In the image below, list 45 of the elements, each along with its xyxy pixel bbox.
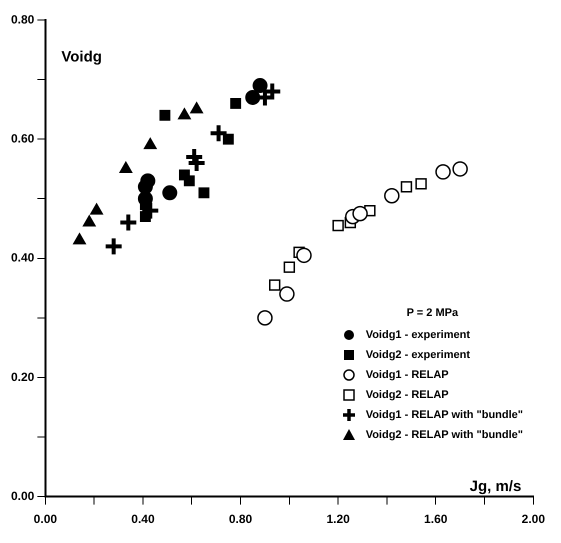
legend-label: Voidg1 - RELAP with "bundle" (366, 409, 523, 421)
y-tick-label: 0.60 (10, 131, 35, 146)
y-tick-label: 0.40 (10, 250, 35, 265)
legend-label: Voidg2 - RELAP with "bundle" (366, 429, 523, 441)
point (452, 161, 468, 177)
point (140, 200, 160, 221)
x-tick-label: 0.40 (131, 512, 155, 526)
x-tick-label: 2.00 (522, 512, 546, 526)
x-tick-label: 0.80 (228, 512, 253, 526)
point (184, 175, 195, 186)
legend-label: Voidg1 - RELAP (366, 369, 449, 381)
legend-label: Voidg1 - experiment (366, 329, 470, 341)
point (332, 220, 344, 232)
point (352, 206, 368, 222)
legend-title: P = 2 MPa (406, 307, 460, 319)
point (198, 187, 210, 198)
y-axis-title: Voidg (61, 48, 102, 66)
point (269, 279, 280, 291)
point (435, 164, 451, 180)
y-tick-label: 0.80 (10, 12, 35, 26)
legend-label: Voidg2 - RELAP (366, 389, 449, 401)
y-tick-label: 0.00 (10, 488, 35, 503)
point (140, 211, 151, 222)
x-tick-label: 1.20 (326, 512, 350, 526)
point (279, 286, 295, 302)
x-tick-label: 1.60 (424, 512, 448, 526)
point (222, 134, 234, 145)
point (252, 78, 268, 94)
point (415, 178, 427, 190)
point (230, 98, 242, 109)
point (296, 248, 312, 264)
point (245, 90, 260, 105)
point (384, 188, 400, 204)
point (159, 110, 170, 121)
x-tick-label: 0.00 (34, 512, 58, 526)
point (104, 236, 124, 256)
point (208, 123, 229, 144)
point (138, 179, 153, 194)
y-tick-label: 0.20 (10, 370, 35, 384)
x-axis-title: Jg, m/s (470, 478, 522, 496)
point (400, 181, 412, 193)
point (284, 262, 296, 273)
legend-label: Voidg2 - experiment (366, 349, 470, 361)
point (162, 185, 178, 200)
point (257, 310, 273, 326)
